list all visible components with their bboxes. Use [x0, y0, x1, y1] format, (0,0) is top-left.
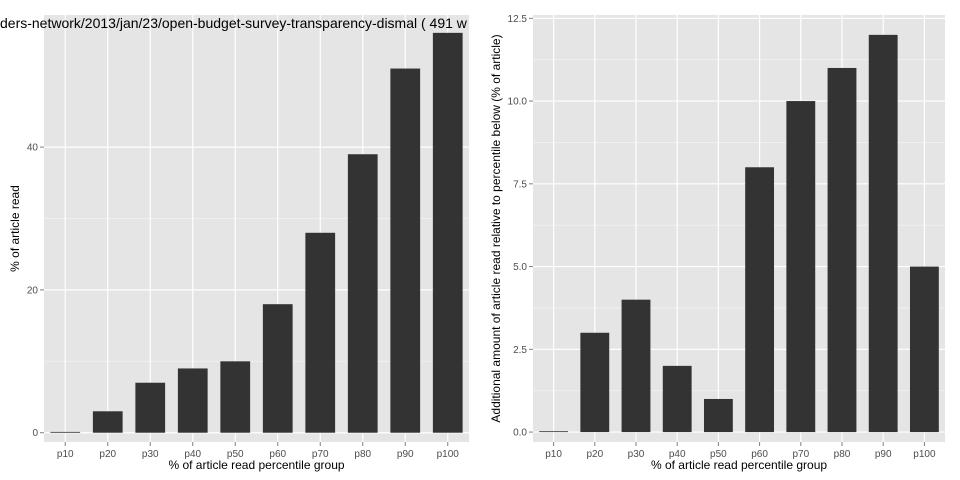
right-x-axis-title: % of article read percentile group: [651, 458, 827, 472]
left-x-tick-label: p100: [437, 449, 460, 460]
right-bar-p80: [827, 67, 857, 433]
left-x-tick-label: p50: [227, 449, 244, 460]
right-bar-p90: [868, 34, 898, 433]
left-bar-p60: [262, 304, 293, 433]
left-y-tick-label: 40: [27, 143, 39, 154]
left-x-axis-title: % of article read percentile group: [168, 458, 344, 472]
left-bar-p10: [50, 431, 81, 433]
left-bar-p20: [92, 411, 123, 433]
right-bar-p10: [539, 431, 569, 433]
right-bar-p40: [662, 365, 692, 433]
left-y-tick-label: 20: [27, 285, 39, 296]
left-x-tick-label: p30: [142, 449, 159, 460]
right-x-tick-label: p70: [792, 449, 809, 460]
right-bar-p50: [703, 398, 733, 433]
left-x-tick-label: p40: [184, 449, 201, 460]
left-bar-p70: [305, 232, 336, 433]
left-x-tick-label: p60: [269, 449, 286, 460]
right-chart: 0.0 2.5 5.0 7.5 10.0 12.5 p10 p20 p30 p40 p50 p60 p7…: [489, 14, 945, 472]
left-bar-p100: [432, 32, 463, 433]
left-chart-title: ders-network/2013/jan/23/open-budget-sur…: [0, 15, 468, 31]
right-x-tick-label: p80: [834, 449, 851, 460]
left-x-tick-label: p10: [57, 449, 74, 460]
right-y-tick-label: 5.0: [513, 262, 527, 273]
left-bar-p30: [135, 382, 166, 433]
right-bar-p60: [745, 167, 775, 433]
right-y-tick-label: 0.0: [513, 428, 527, 439]
left-y-axis-title: % of article read: [8, 185, 22, 272]
left-chart: 0 20 40 p10 p20 p30 p40 p50 p60 p70 p80 p90 p100 % of…: [0, 15, 469, 472]
right-y-tick-label: 2.5: [513, 345, 527, 356]
right-x-tick-label: p90: [875, 449, 892, 460]
right-y-tick-label: 12.5: [508, 14, 528, 25]
right-x-tick-label: p100: [913, 449, 936, 460]
left-x-tick-label: p80: [354, 449, 371, 460]
right-x-tick-label: p60: [751, 449, 768, 460]
left-bar-p90: [390, 68, 421, 433]
left-y-tick-label: 0: [32, 428, 38, 439]
right-x-tick-label: p30: [628, 449, 645, 460]
right-y-tick-label: 10.0: [508, 97, 528, 108]
left-x-tick-label: p20: [99, 449, 116, 460]
right-x-tick-label: p40: [669, 449, 686, 460]
left-x-tick-label: p70: [312, 449, 329, 460]
right-bar-p30: [621, 299, 651, 433]
left-bar-p40: [177, 368, 208, 433]
left-x-tick-label: p90: [397, 449, 414, 460]
right-bar-p20: [580, 332, 610, 433]
right-x-tick-label: p10: [545, 449, 562, 460]
left-bar-p80: [347, 154, 378, 433]
right-bar-p100: [909, 266, 939, 433]
right-x-tick-label: p50: [710, 449, 727, 460]
right-x-tick-label: p20: [586, 449, 603, 460]
right-y-tick-label: 7.5: [513, 179, 527, 190]
right-y-axis-title: Additional amount of article read relati…: [489, 34, 503, 422]
right-bar-p70: [786, 101, 816, 433]
left-bar-p50: [220, 361, 251, 433]
